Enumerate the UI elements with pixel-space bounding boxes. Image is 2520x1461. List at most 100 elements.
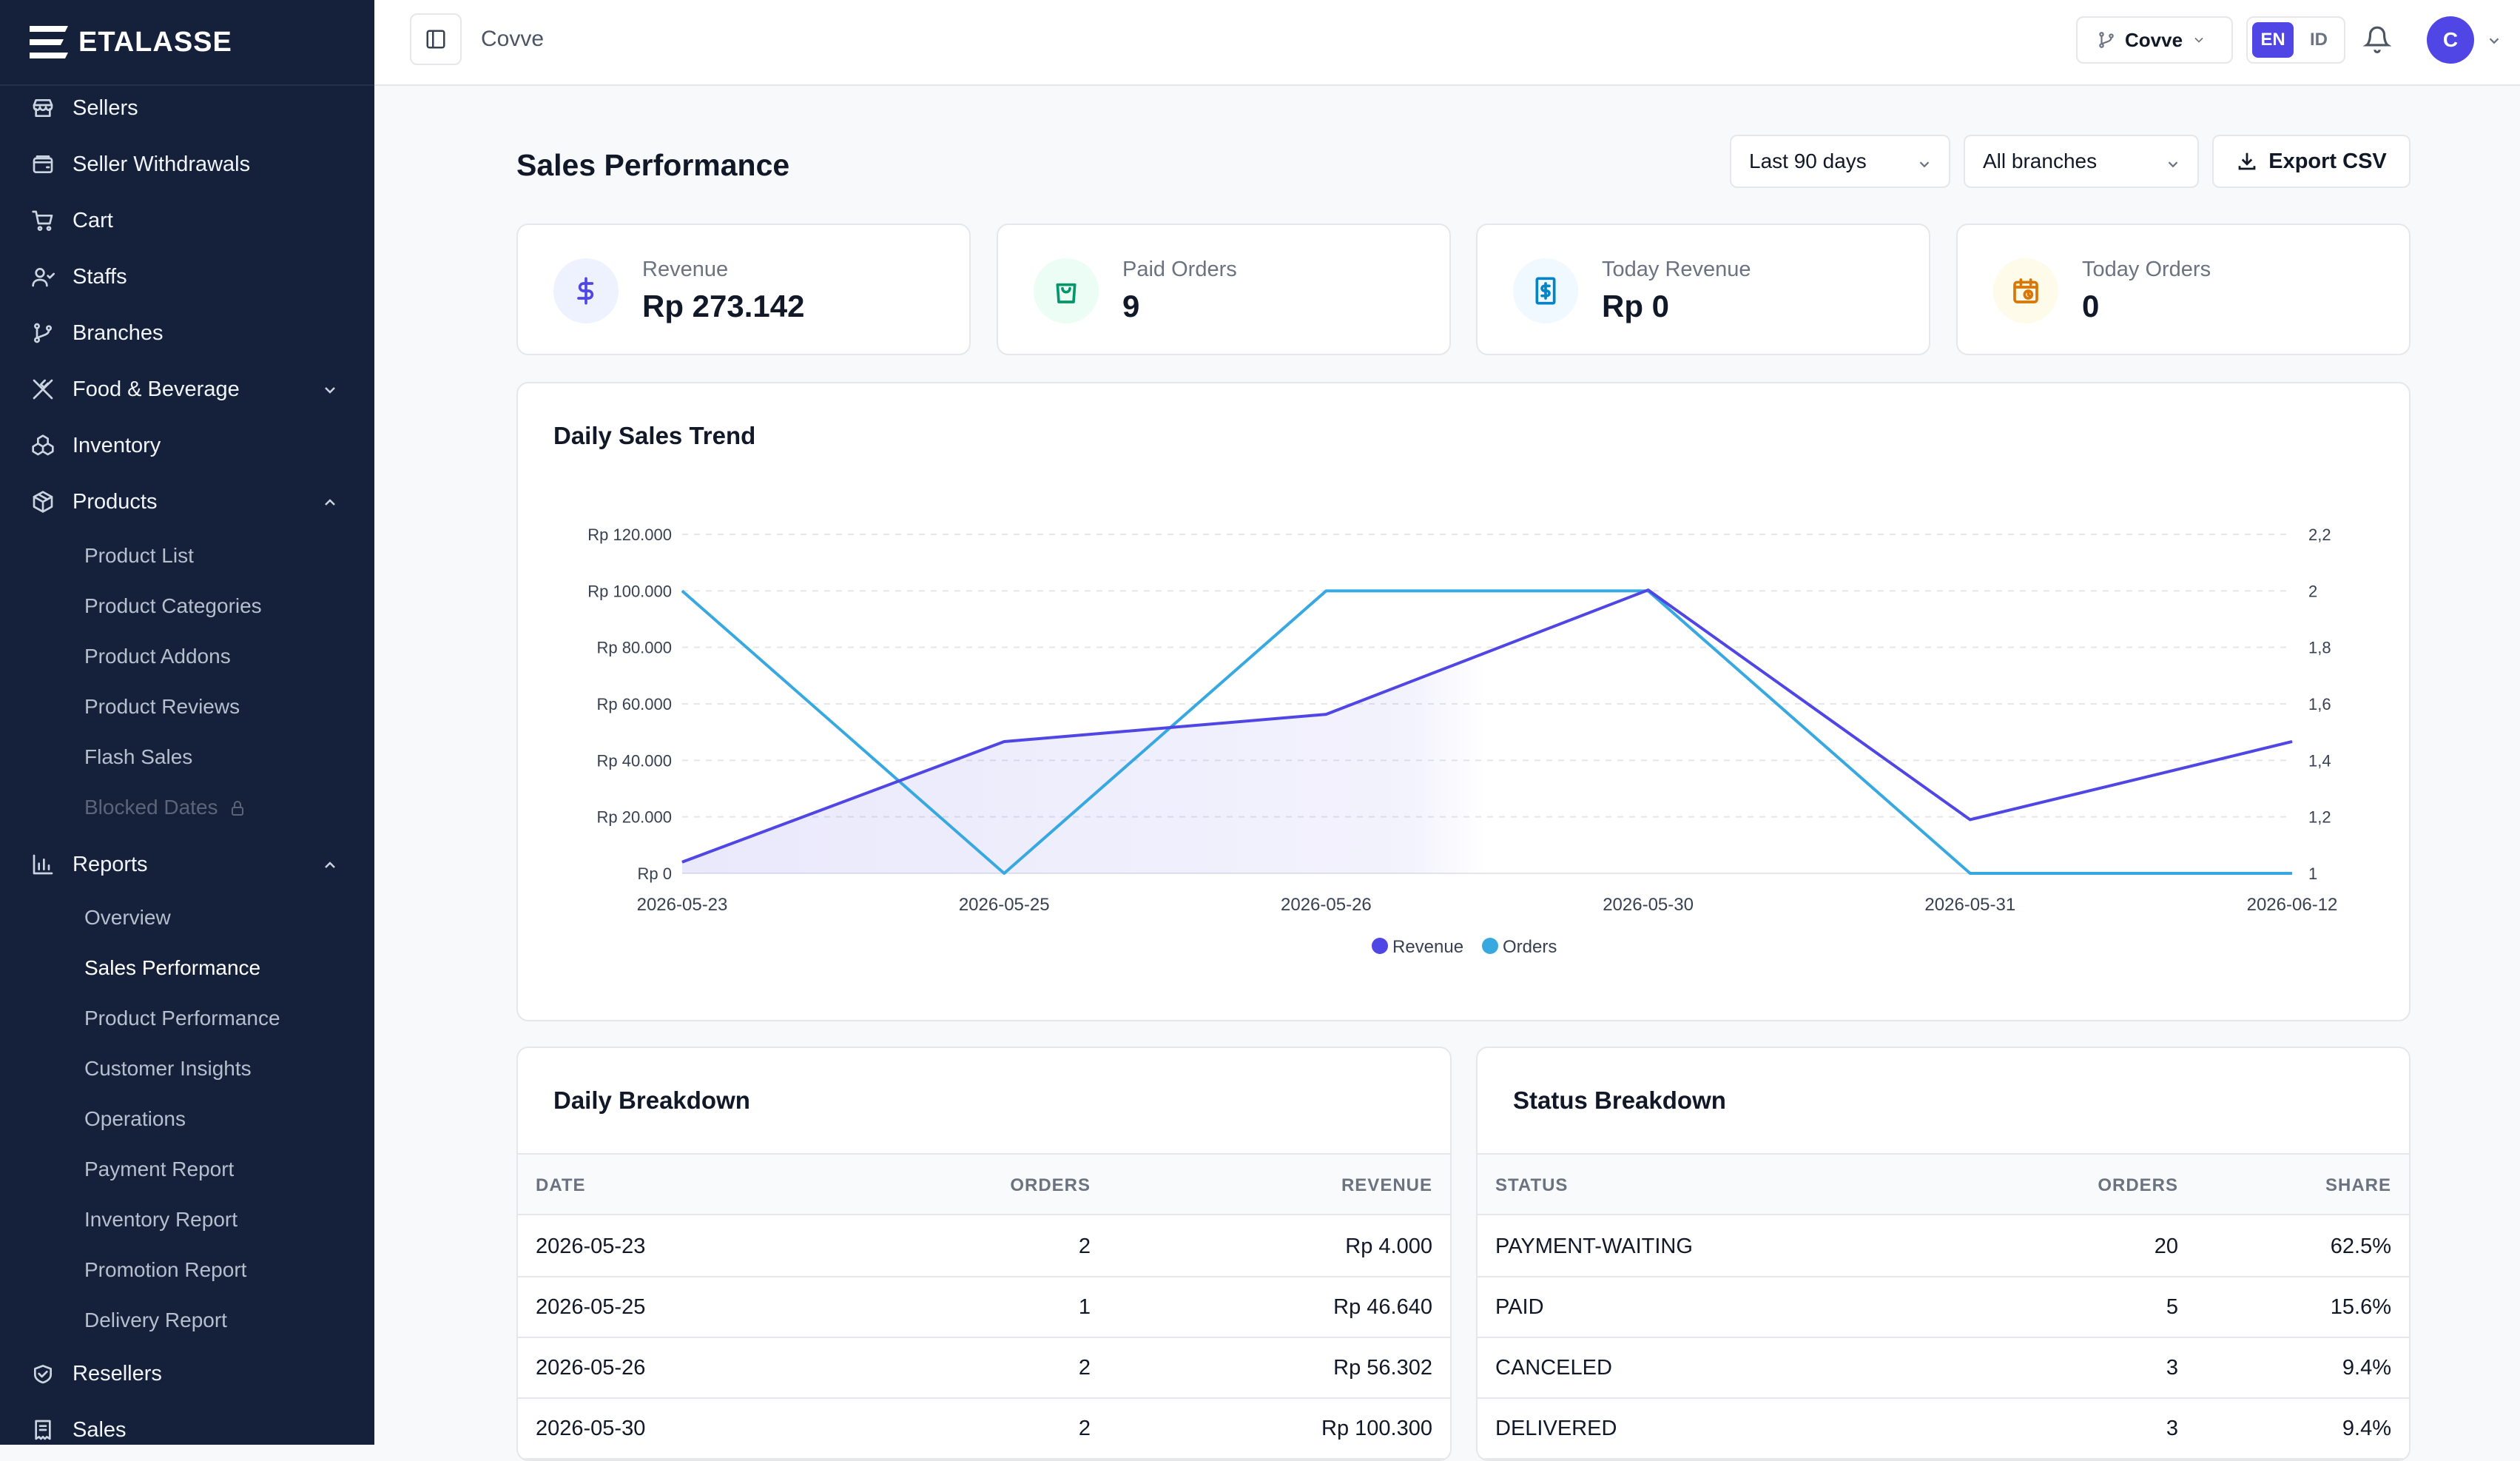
sidebar-subitem-sales-performance[interactable]: Sales Performance	[0, 947, 374, 989]
table-row: 2026-05-25 1 Rp 46.640	[518, 1277, 1450, 1338]
sidebar-item-food-beverage[interactable]: Food & Beverage	[0, 367, 374, 412]
table-cell-orders: 3	[2166, 1356, 2178, 1380]
lang-id-button[interactable]: ID	[2310, 30, 2328, 50]
logo-icon	[30, 26, 68, 58]
table-cell-orders: 2	[1078, 1235, 1091, 1258]
branch-filter-select[interactable]: All branches	[1964, 135, 2199, 188]
sidebar-subitem-blocked-dates: Blocked Dates	[0, 787, 374, 828]
sidebar-subitem-label: Sales Performance	[84, 956, 261, 979]
stat-card-paid-orders: Paid Orders 9	[997, 224, 1451, 355]
stat-label: Paid Orders	[1122, 258, 1237, 281]
sidebar-item-sellers[interactable]: Sellers	[0, 86, 374, 130]
table-cell-share: 9.4%	[2342, 1356, 2391, 1380]
column-header-date[interactable]: DATE	[536, 1175, 586, 1195]
stat-label: Revenue	[642, 258, 729, 281]
breadcrumb[interactable]: Covve	[481, 27, 545, 51]
stat-label: Today Revenue	[1602, 258, 1751, 281]
sidebar-item-cart[interactable]: Cart	[0, 198, 374, 243]
sidebar-subitem-product-list[interactable]: Product List	[0, 535, 374, 577]
sidebar-subitem-product-reviews[interactable]: Product Reviews	[0, 686, 374, 728]
chevron-down-icon[interactable]	[2486, 33, 2502, 49]
export-csv-label: Export CSV	[2268, 149, 2387, 173]
y-right-tick-label: 1,6	[2308, 695, 2331, 713]
y-right-tick-label: 1	[2308, 864, 2317, 883]
stat-icon-wrap	[1993, 258, 2058, 323]
sidebar-subitem-payment-report[interactable]: Payment Report	[0, 1149, 374, 1190]
sidebar-subitem-overview[interactable]: Overview	[0, 897, 374, 938]
sidebar-item-inventory[interactable]: Inventory	[0, 423, 374, 468]
sidebar-subitem-delivery-report[interactable]: Delivery Report	[0, 1300, 374, 1341]
sidebar-subitem-product-addons[interactable]: Product Addons	[0, 636, 374, 677]
sidebar-subitem-label: Operations	[84, 1107, 186, 1130]
daily-sales-trend-card: Daily Sales Trend Rp 0 1 Rp 20.000 1,2 Rp 40…	[516, 382, 2410, 1021]
x-tick-label: 2026-06-12	[2247, 895, 2338, 915]
sidebar-toggle-button[interactable]	[410, 13, 462, 65]
sidebar-item-label: Branches	[73, 320, 164, 345]
table-cell-orders: 2	[1078, 1417, 1091, 1440]
package-icon	[30, 488, 56, 515]
stat-card-today-revenue: Today Revenue Rp 0	[1476, 224, 1930, 355]
sidebar-subitem-operations[interactable]: Operations	[0, 1098, 374, 1140]
chevron-up-icon[interactable]	[321, 493, 339, 511]
table-row: CANCELED 3 9.4%	[1478, 1338, 2409, 1399]
table-cell-revenue: Rp 46.640	[1333, 1295, 1432, 1319]
sidebar-subitem-flash-sales[interactable]: Flash Sales	[0, 736, 374, 778]
branch-icon	[2099, 32, 2114, 48]
sidebar-subitem-product-categories[interactable]: Product Categories	[0, 585, 374, 627]
sidebar-subitem-customer-insights[interactable]: Customer Insights	[0, 1048, 374, 1089]
table-cell-date: 2026-05-30	[536, 1417, 646, 1440]
sidebar-subitem-inventory-report[interactable]: Inventory Report	[0, 1199, 374, 1240]
revenue-point	[1003, 741, 1005, 742]
bar-chart-icon	[30, 851, 56, 878]
branch-switcher[interactable]: Covve	[2076, 16, 2233, 64]
panel-left-icon	[426, 30, 445, 49]
branch-switcher-label: Covve	[2125, 28, 2183, 51]
brand-name: ETALASSE	[78, 26, 232, 58]
table-cell-share: 15.6%	[2330, 1295, 2391, 1319]
column-header-orders[interactable]: ORDERS	[1010, 1175, 1091, 1195]
column-header-share[interactable]: SHARE	[2325, 1175, 2391, 1195]
sidebar-item-staffs[interactable]: Staffs	[0, 255, 374, 299]
sidebar-item-reports[interactable]: Reports	[0, 842, 374, 887]
stat-value: Rp 273.142	[642, 289, 805, 323]
chevron-up-icon[interactable]	[321, 856, 339, 873]
chart-title: Daily Sales Trend	[553, 422, 756, 449]
revenue-point	[2291, 741, 2293, 742]
sidebar-subitem-label: Inventory Report	[84, 1208, 237, 1231]
stat-icon-wrap	[553, 258, 619, 323]
dollar-icon	[577, 277, 594, 305]
sidebar-subitem-promotion-report[interactable]: Promotion Report	[0, 1249, 374, 1291]
y-left-tick-label: Rp 0	[638, 864, 672, 883]
sidebar-subitem-product-performance[interactable]: Product Performance	[0, 998, 374, 1039]
handshake-icon	[30, 1360, 56, 1387]
column-header-orders[interactable]: ORDERS	[2098, 1175, 2178, 1195]
y-right-tick-label: 1,2	[2308, 808, 2331, 827]
sidebar: ETALASSE Sellers Seller Withdrawals Cart…	[0, 0, 374, 1445]
table-row: 2026-05-23 2 Rp 4.000	[518, 1217, 1450, 1277]
table-row: 2026-05-30 2 Rp 100.300	[518, 1399, 1450, 1460]
stat-icon-wrap	[1034, 258, 1099, 323]
column-header-status[interactable]: STATUS	[1495, 1175, 1569, 1195]
sidebar-subitem-label: Product Reviews	[84, 695, 240, 718]
table-cell-revenue: Rp 100.300	[1321, 1417, 1432, 1440]
sidebar-item-sales[interactable]: Sales	[0, 1408, 374, 1445]
sidebar-item-branches[interactable]: Branches	[0, 311, 374, 355]
table-row: PAID 5 15.6%	[1478, 1277, 2409, 1338]
export-csv-button[interactable]: Export CSV	[2212, 135, 2410, 188]
stat-value: 0	[2082, 289, 2100, 323]
date-range-select[interactable]: Last 90 days	[1730, 135, 1950, 188]
table-cell-orders: 5	[2166, 1295, 2178, 1319]
avatar[interactable]: C	[2427, 16, 2474, 64]
logo[interactable]: ETALASSE	[0, 0, 374, 86]
chevron-down-icon[interactable]	[321, 380, 339, 398]
bell-icon[interactable]	[2362, 25, 2393, 55]
sidebar-item-seller-withdrawals[interactable]: Seller Withdrawals	[0, 142, 374, 187]
page-title: Sales Performance	[516, 148, 790, 182]
lang-en-button[interactable]: EN	[2252, 22, 2294, 58]
column-header-revenue[interactable]: REVENUE	[1341, 1175, 1432, 1195]
sidebar-subitem-label: Blocked Dates	[84, 796, 218, 819]
sidebar-item-resellers[interactable]: Resellers	[0, 1351, 374, 1396]
y-left-tick-label: Rp 60.000	[596, 695, 672, 713]
table-cell-share: 9.4%	[2342, 1417, 2391, 1440]
sidebar-item-products[interactable]: Products	[0, 480, 374, 524]
